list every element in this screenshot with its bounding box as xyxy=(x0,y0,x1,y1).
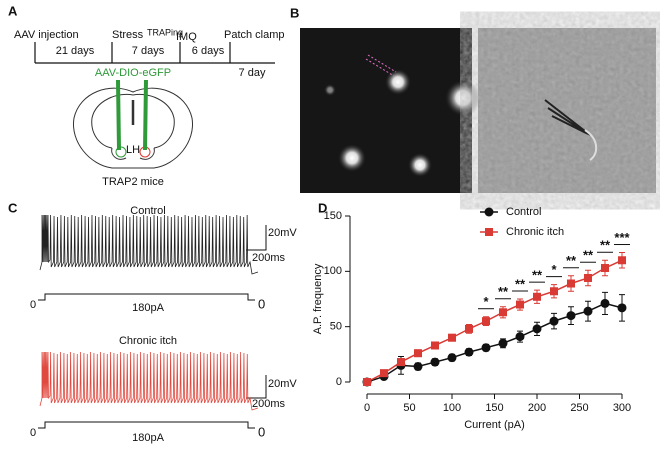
event: IMQ xyxy=(176,31,197,43)
data-point xyxy=(617,303,627,313)
y-tick-label: 100 xyxy=(324,265,342,277)
data-point xyxy=(600,298,610,308)
x-axis-label: Current (pA) xyxy=(464,419,525,431)
data-point xyxy=(516,300,524,309)
data-point xyxy=(549,316,559,326)
data-point xyxy=(532,324,542,334)
event: Stress xyxy=(112,29,144,41)
significance-label: * xyxy=(551,262,557,277)
trace-title: Control xyxy=(130,205,165,217)
significance-label: ** xyxy=(566,253,577,268)
x-tick-label: 0 xyxy=(364,402,370,414)
data-point xyxy=(566,311,576,321)
y-axis-label: A.P. frequency xyxy=(312,263,324,334)
significance-label: ** xyxy=(515,276,526,291)
data-point xyxy=(533,292,541,301)
panel-label: D xyxy=(318,200,327,215)
significance-label: ** xyxy=(532,268,543,283)
series-line xyxy=(366,302,623,383)
event: Patch clamp xyxy=(224,29,285,41)
trace-title: Chronic itch xyxy=(119,335,177,347)
y-tick-label: 150 xyxy=(324,210,342,222)
current-label: 180pA xyxy=(132,432,164,444)
x-tick-label: 200 xyxy=(528,402,546,414)
y-tick-label: 50 xyxy=(330,321,342,333)
brain-schematic xyxy=(73,87,193,169)
baseline-label: 0 xyxy=(30,427,36,439)
interval: 7 days xyxy=(132,45,165,57)
data-point xyxy=(465,324,473,333)
x-tick-label: 50 xyxy=(403,402,415,414)
significance-label: * xyxy=(483,294,489,309)
data-point xyxy=(567,279,575,288)
panel-label: B xyxy=(290,5,299,20)
significance-label: ** xyxy=(600,238,611,253)
data-point xyxy=(363,378,371,386)
x-tick-label: 150 xyxy=(485,402,503,414)
baseline-label: 0 xyxy=(258,424,265,439)
legend-label: Chronic itch xyxy=(506,226,564,238)
data-point xyxy=(601,264,609,273)
timeline xyxy=(34,42,275,64)
virus-label: AAV-DIO-eGFP xyxy=(95,67,171,79)
scale-label: 200ms xyxy=(252,398,286,410)
x-tick-label: 250 xyxy=(570,402,588,414)
data-point xyxy=(550,287,558,296)
panel-label: C xyxy=(8,200,18,215)
data-point xyxy=(448,333,456,342)
interval: 7 day xyxy=(239,67,266,79)
data-point xyxy=(515,332,525,342)
data-point xyxy=(482,317,490,326)
data-point xyxy=(431,341,439,350)
data-point xyxy=(464,347,474,357)
legend-label: Control xyxy=(506,206,541,218)
scale-label: 20mV xyxy=(268,227,297,239)
data-point xyxy=(430,357,440,367)
event: TRAPing xyxy=(147,27,183,37)
significance-label: ** xyxy=(498,284,509,299)
voltage-trace xyxy=(39,351,259,411)
data-point xyxy=(583,306,593,316)
interval: 21 days xyxy=(56,45,95,57)
data-point xyxy=(414,349,422,358)
fluorescence-image xyxy=(300,28,481,193)
scale-bar xyxy=(38,225,267,429)
dic-image xyxy=(478,28,656,193)
panel-label: A xyxy=(8,3,18,18)
baseline-label: 0 xyxy=(258,296,265,311)
data-point xyxy=(397,358,405,367)
x-tick-label: 100 xyxy=(443,402,461,414)
baseline-label: 0 xyxy=(30,299,36,311)
interval: 6 days xyxy=(192,45,225,57)
data-point xyxy=(584,273,592,282)
data-point xyxy=(481,343,491,353)
data-point xyxy=(498,338,508,348)
injection-tract xyxy=(116,80,121,150)
data-point xyxy=(447,353,457,363)
data-point xyxy=(380,369,388,378)
series-line xyxy=(366,259,623,383)
legend-marker xyxy=(485,228,493,236)
data-point xyxy=(499,308,507,317)
voltage-trace xyxy=(39,214,259,275)
y-tick-label: 0 xyxy=(336,376,342,388)
mouse-label: TRAP2 mice xyxy=(102,176,164,188)
x-tick-label: 300 xyxy=(613,402,631,414)
data-point xyxy=(618,256,626,265)
data-point xyxy=(413,362,423,372)
legend-marker xyxy=(484,207,494,217)
event: AAV injection xyxy=(14,29,79,41)
current-label: 180pA xyxy=(132,302,164,314)
significance-label: ** xyxy=(583,248,594,263)
scale-label: 20mV xyxy=(268,378,297,390)
injection-tract xyxy=(143,80,148,150)
region-label: LH xyxy=(126,144,140,156)
scale-label: 200ms xyxy=(252,252,286,264)
significance-label: *** xyxy=(614,230,630,245)
